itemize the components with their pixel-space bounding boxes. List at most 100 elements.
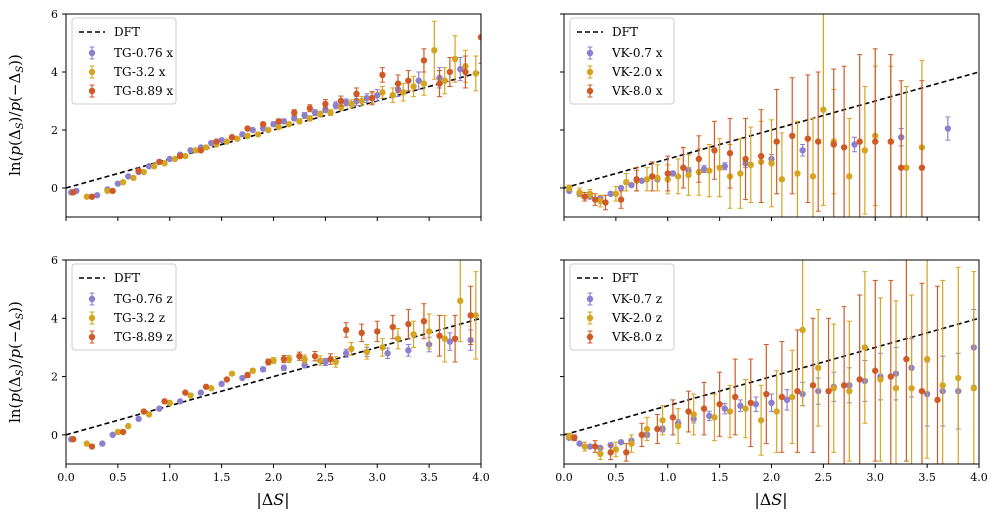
series-VK-2_0-z bbox=[565, 260, 978, 464]
data-point bbox=[420, 57, 428, 64]
data-point bbox=[617, 438, 625, 446]
data-point bbox=[581, 443, 588, 450]
data-point bbox=[182, 152, 189, 160]
data-point bbox=[607, 190, 614, 197]
data-point bbox=[306, 115, 314, 122]
legend-label: VK-8.0 x bbox=[611, 84, 663, 98]
data-point bbox=[903, 355, 910, 363]
x-tick-label: 0.0 bbox=[57, 471, 75, 484]
data-point bbox=[254, 131, 262, 138]
data-point bbox=[897, 164, 905, 171]
x-tick-label: 2.5 bbox=[317, 471, 335, 484]
data-point bbox=[161, 160, 168, 167]
data-point bbox=[166, 155, 173, 163]
data-point bbox=[441, 335, 448, 342]
data-point bbox=[223, 138, 231, 145]
data-point bbox=[275, 118, 282, 125]
data-point bbox=[680, 164, 687, 171]
y-tick-label: 0 bbox=[51, 429, 58, 442]
data-point bbox=[182, 389, 189, 396]
data-point bbox=[633, 176, 640, 183]
data-point bbox=[436, 80, 443, 87]
data-point bbox=[939, 382, 946, 389]
legend-marker bbox=[88, 87, 96, 95]
legend-marker bbox=[586, 295, 594, 303]
data-point bbox=[104, 187, 111, 195]
data-point bbox=[156, 405, 163, 412]
data-point bbox=[337, 103, 345, 111]
data-point bbox=[763, 390, 770, 398]
data-point bbox=[747, 399, 754, 406]
data-point bbox=[861, 344, 869, 351]
series-VK-8_0-z bbox=[571, 260, 941, 464]
panel-frame bbox=[65, 259, 482, 465]
data-point bbox=[114, 180, 122, 187]
data-point bbox=[114, 428, 122, 436]
data-point bbox=[451, 55, 459, 63]
data-point bbox=[706, 167, 713, 174]
series-TG-8_89-x bbox=[70, 14, 481, 200]
data-point bbox=[342, 350, 350, 357]
data-point bbox=[737, 170, 744, 177]
data-point bbox=[970, 385, 978, 392]
data-point bbox=[327, 355, 334, 363]
data-point bbox=[280, 118, 288, 125]
data-point bbox=[275, 123, 282, 131]
data-point bbox=[597, 450, 604, 457]
data-point bbox=[83, 440, 90, 447]
series-TG-8_89-z bbox=[70, 285, 474, 450]
data-point bbox=[830, 141, 837, 148]
data-point bbox=[197, 147, 205, 154]
data-point bbox=[291, 109, 298, 116]
data-point bbox=[233, 135, 241, 142]
data-point bbox=[239, 374, 246, 382]
legend-marker bbox=[88, 295, 96, 303]
data-point bbox=[851, 141, 858, 148]
data-point bbox=[280, 355, 288, 363]
data-point bbox=[638, 177, 646, 184]
data-point bbox=[664, 170, 671, 177]
data-point bbox=[716, 164, 723, 171]
data-point bbox=[415, 77, 422, 84]
x-tick-label: 0.5 bbox=[607, 471, 625, 484]
data-point bbox=[472, 312, 480, 319]
data-point bbox=[119, 428, 127, 436]
data-point bbox=[887, 138, 895, 145]
data-point bbox=[674, 173, 682, 180]
legend-label: TG-8.89 z bbox=[114, 330, 173, 344]
data-point bbox=[301, 355, 308, 363]
data-point bbox=[306, 105, 314, 112]
data-point bbox=[249, 126, 256, 134]
data-point bbox=[856, 138, 863, 145]
data-point bbox=[379, 344, 386, 351]
data-point bbox=[457, 297, 464, 304]
data-point bbox=[125, 173, 132, 180]
data-point bbox=[908, 385, 915, 392]
data-point bbox=[125, 422, 132, 430]
data-point bbox=[768, 160, 775, 167]
data-point bbox=[623, 449, 630, 456]
legend-label: VK-2.0 x bbox=[611, 65, 663, 79]
data-point bbox=[285, 355, 293, 363]
data-point bbox=[332, 358, 339, 366]
data-point bbox=[342, 99, 350, 106]
data-point bbox=[332, 102, 339, 109]
panel-frame bbox=[563, 259, 980, 465]
x-tick-label: 2.0 bbox=[265, 471, 283, 484]
legend-label: TG-3.2 z bbox=[114, 311, 165, 325]
legend-label: TG-8.89 x bbox=[114, 84, 173, 98]
data-point bbox=[239, 131, 246, 138]
data-point bbox=[446, 338, 454, 345]
legend-label: VK-8.0 z bbox=[611, 330, 662, 344]
series-VK-0_7-x bbox=[565, 116, 952, 202]
data-point bbox=[348, 345, 355, 353]
data-point bbox=[783, 396, 791, 404]
legend-label: VK-0.7 z bbox=[611, 292, 662, 306]
x-axis-label-left: |ΔS| bbox=[256, 490, 289, 509]
data-point bbox=[259, 121, 267, 128]
data-point bbox=[809, 382, 817, 389]
data-point bbox=[405, 77, 412, 84]
legend-box bbox=[71, 17, 177, 105]
x-tick-label: 4.0 bbox=[970, 471, 988, 484]
data-point bbox=[565, 184, 573, 192]
